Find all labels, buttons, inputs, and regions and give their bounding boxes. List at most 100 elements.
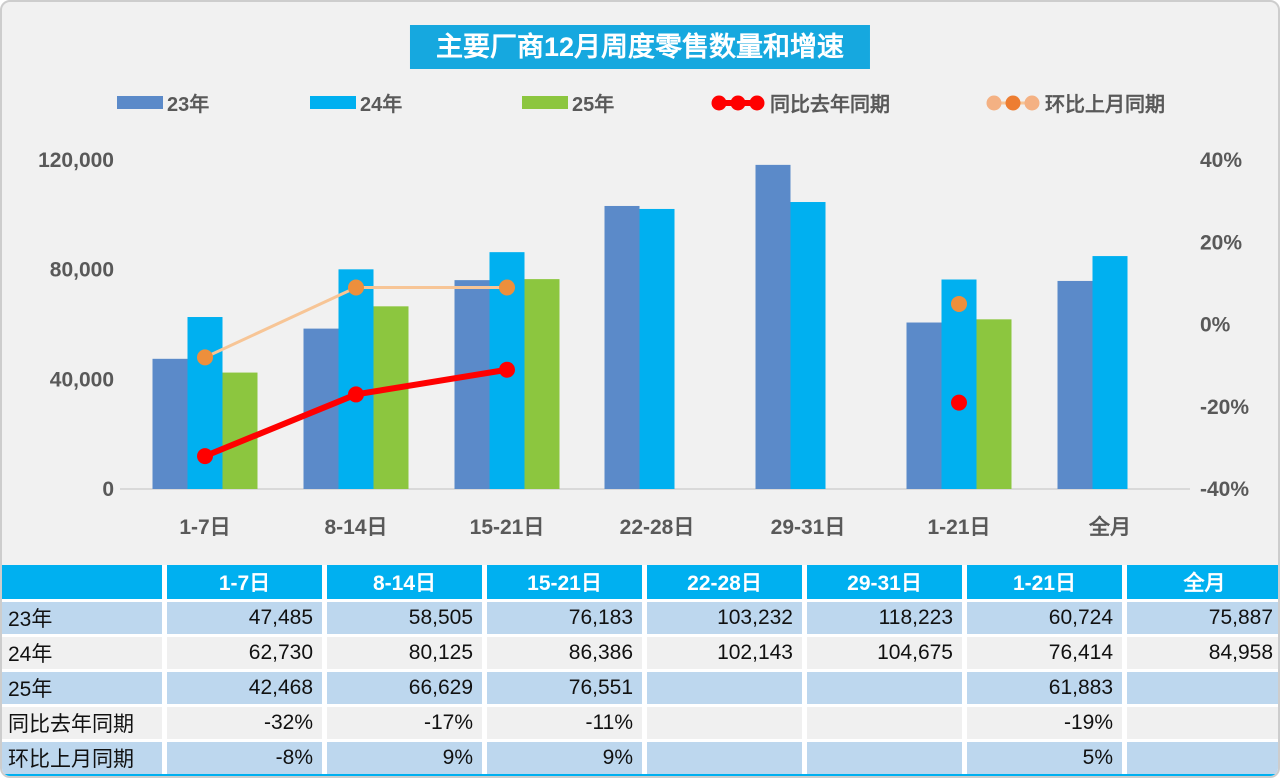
table-header-cell-7: 全月	[1127, 565, 1278, 599]
bar-25年-1-21日	[976, 319, 1012, 489]
legend-bar-swatch	[522, 96, 568, 109]
table-header-cell-3: 15-21日	[487, 565, 642, 599]
y2-axis-label: 20%	[1200, 231, 1242, 254]
data-table: 1-7日 8-14日 15-21日 22-28日 29-31日 1-21日 全月 23年 47,…	[2, 565, 1278, 776]
table-cell-1-4: 104,675	[807, 637, 962, 669]
bar-24年-29-31日	[790, 202, 826, 489]
legend-item-3: 同比去年同期	[710, 88, 890, 117]
table-cell-3-1: -17%	[327, 707, 482, 739]
table-cell-4-0: -8%	[167, 742, 322, 774]
table-cell-3-5: -19%	[967, 707, 1122, 739]
bar-23年-15-21日	[454, 280, 490, 489]
table-cell-0-3: 103,232	[647, 602, 802, 634]
bar-24年-22-28日	[639, 208, 675, 489]
table-cell-1-3: 102,143	[647, 637, 802, 669]
y2-axis-label: 40%	[1200, 149, 1242, 172]
x-axis-label: 22-28日	[620, 516, 695, 539]
table-header-cell-4: 22-28日	[647, 565, 802, 599]
x-axis-label: 1-21日	[927, 516, 990, 539]
row-label-3: 同比去年同期	[2, 707, 162, 739]
table-cell-4-3	[647, 742, 802, 774]
bar-23年-全月	[1057, 280, 1093, 489]
bar-25年-1-7日	[222, 372, 258, 489]
line-marker-同比去年同期-15-21日	[499, 361, 515, 378]
y2-axis-label: 0%	[1200, 314, 1231, 337]
table-cell-0-1: 58,505	[327, 602, 482, 634]
legend-label: 同比去年同期	[770, 94, 890, 116]
table-header-cell-6: 1-21日	[967, 565, 1122, 599]
x-axis-label: 29-31日	[771, 516, 846, 539]
y-axis-label: 120,000	[38, 149, 114, 172]
line-marker-同比去年同期-1-7日	[197, 448, 213, 465]
line-marker-同比去年同期-1-21日	[951, 394, 967, 411]
table-cell-3-6	[1127, 707, 1278, 739]
data-table-grid: 1-7日 8-14日 15-21日 22-28日 29-31日 1-21日 全月 23年 47,…	[2, 565, 1278, 774]
table-header-cell-2: 8-14日	[327, 565, 482, 599]
page-title: 主要厂商12月周度零售数量和增速	[409, 25, 871, 69]
table-cell-2-6	[1127, 672, 1278, 704]
y2-axis-label: -40%	[1200, 478, 1249, 501]
combo-chart: 120,000 80,000 40,000 0 40% 20% 0% -20% -40% 1-7日…	[2, 132, 1278, 565]
bar-25年-8-14日	[373, 306, 409, 489]
table-cell-3-3	[647, 707, 802, 739]
table-cell-0-0: 47,485	[167, 602, 322, 634]
line-marker-环比上月同期-15-21日	[499, 279, 515, 296]
row-label-0: 23年	[2, 602, 162, 634]
table-cell-2-1: 66,629	[327, 672, 482, 704]
table-cell-1-6: 84,958	[1127, 637, 1278, 669]
table-header-cell-1: 1-7日	[167, 565, 322, 599]
x-axis-label: 15-21日	[470, 516, 545, 539]
table-cell-4-6	[1127, 742, 1278, 774]
x-axis-label: 全月	[1088, 515, 1131, 539]
y2-axis-label: -20%	[1200, 396, 1249, 419]
table-cell-2-5: 61,883	[967, 672, 1122, 704]
table-cell-3-2: -11%	[487, 707, 642, 739]
legend-item-4: 环比上月同期	[985, 88, 1165, 117]
legend-line-swatch	[711, 95, 765, 110]
table-cell-0-5: 60,724	[967, 602, 1122, 634]
legend-item-2: 25年	[522, 88, 614, 117]
table-cell-1-1: 80,125	[327, 637, 482, 669]
table-cell-2-4	[807, 672, 962, 704]
legend-label: 环比上月同期	[1045, 94, 1165, 116]
table-header-cell-5: 29-31日	[807, 565, 962, 599]
table-cell-1-0: 62,730	[167, 637, 322, 669]
row-label-4: 环比上月同期	[2, 742, 162, 774]
x-axis-label: 1-7日	[179, 516, 230, 539]
table-cell-2-3	[647, 672, 802, 704]
table-cell-0-2: 76,183	[487, 602, 642, 634]
bar-24年-8-14日	[338, 269, 374, 489]
table-cell-4-2: 9%	[487, 742, 642, 774]
table-cell-3-0: -32%	[167, 707, 322, 739]
legend-item-0: 23年	[117, 88, 209, 117]
table-cell-0-4: 118,223	[807, 602, 962, 634]
table-cell-3-4	[807, 707, 962, 739]
line-marker-环比上月同期-8-14日	[348, 279, 364, 296]
table-cell-1-5: 76,414	[967, 637, 1122, 669]
table-cell-1-2: 86,386	[487, 637, 642, 669]
row-label-1: 24年	[2, 637, 162, 669]
legend-label: 24年	[360, 94, 403, 116]
bar-23年-1-7日	[152, 358, 188, 489]
y-axis-label: 0	[102, 478, 114, 501]
legend-bar-swatch	[117, 96, 163, 109]
bar-23年-29-31日	[755, 164, 791, 489]
bar-24年-全月	[1092, 256, 1128, 489]
x-axis-label: 8-14日	[324, 516, 387, 539]
legend-label: 23年	[167, 94, 210, 116]
table-cell-0-6: 75,887	[1127, 602, 1278, 634]
y-axis-label: 80,000	[50, 259, 114, 282]
table-cell-2-2: 76,551	[487, 672, 642, 704]
legend-line-swatch	[986, 95, 1040, 110]
chart-svg: 120,000 80,000 40,000 0 40% 20% 0% -20% -40% 1-7日…	[38, 149, 1249, 539]
bar-23年-22-28日	[604, 205, 640, 489]
table-cell-4-4	[807, 742, 962, 774]
legend-bar-swatch	[310, 96, 356, 109]
line-marker-同比去年同期-8-14日	[348, 386, 364, 403]
y-axis-label: 40,000	[50, 368, 114, 391]
bar-23年-1-21日	[906, 322, 942, 489]
table-bottom-accent	[2, 774, 1278, 776]
table-header-cell-0	[2, 565, 162, 599]
bar-25年-15-21日	[524, 279, 560, 489]
